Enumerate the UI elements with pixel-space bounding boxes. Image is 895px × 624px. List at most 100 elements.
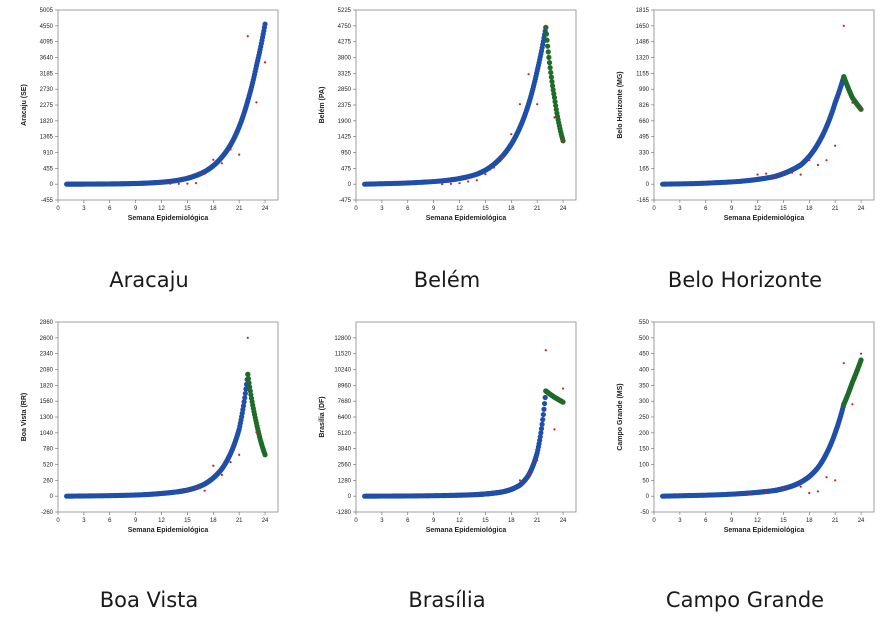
observed-point — [449, 182, 453, 185]
observed-point — [842, 24, 845, 27]
y-tick-label: 3800 — [338, 56, 352, 62]
x-axis-title: Semana Epidemiológica — [426, 215, 507, 222]
y-tick-label: 330 — [639, 151, 650, 157]
forecast-point — [543, 24, 549, 31]
y-axis-title: Belo Horizonte (MG) — [617, 71, 624, 138]
x-tick-label: 12 — [158, 206, 165, 212]
y-tick-label: 0 — [348, 182, 352, 188]
y-tick-label: 100 — [639, 463, 650, 469]
observed-point — [527, 472, 530, 476]
forecast-point — [547, 65, 553, 71]
forecast-point — [560, 399, 566, 405]
x-tick-label: 0 — [354, 518, 358, 524]
y-tick-label: 475 — [341, 166, 352, 172]
y-tick-label: 350 — [639, 383, 650, 389]
y-tick-label: 2560 — [338, 463, 352, 469]
observed-point — [790, 171, 794, 174]
y-tick-label: 2730 — [40, 87, 54, 93]
observed-point — [561, 387, 565, 390]
observed-point — [246, 336, 249, 339]
observed-point — [859, 106, 863, 109]
x-tick-label: 15 — [184, 518, 191, 524]
y-tick-label: 2600 — [40, 336, 54, 342]
y-tick-label: 1365 — [40, 135, 54, 141]
fit-point — [541, 400, 548, 407]
fit-series — [362, 388, 549, 499]
forecast-point — [262, 452, 268, 458]
x-tick-label: 18 — [508, 518, 515, 524]
y-tick-label: 5005 — [40, 8, 54, 14]
observed-point — [859, 352, 863, 355]
observed-point — [475, 179, 478, 182]
chart-panel-campo-grande: -50 0 50 100 150 200 250 300 350 400 450 500 550 0 3 6 9… — [596, 312, 894, 624]
observed-point — [808, 159, 811, 162]
y-tick-label: 2080 — [40, 368, 54, 374]
y-tick-label: -50 — [640, 510, 649, 516]
y-tick-label: 2860 — [40, 320, 54, 326]
observed-point — [536, 103, 539, 106]
fit-point — [537, 434, 543, 440]
fit-point — [242, 395, 248, 401]
y-tick-label: 165 — [639, 166, 650, 172]
forecast-point — [858, 357, 864, 363]
observed-point — [816, 490, 820, 493]
y-tick-label: 1650 — [636, 24, 650, 30]
x-tick-label: 24 — [560, 206, 567, 212]
forecast-series — [543, 388, 566, 405]
y-tick-label: 1300 — [40, 415, 54, 421]
x-tick-label: 24 — [262, 206, 269, 212]
forecast-point — [247, 384, 253, 390]
observed-point — [467, 180, 470, 183]
observed-series — [441, 24, 565, 186]
chart-belem: -475047595014251900237528503325380042754… — [319, 8, 577, 222]
chart-panel-boa-vista: -260 0 260 520 780 1040 1300 1560 1820 2080 2340 26… — [0, 312, 298, 624]
fit-point — [241, 399, 247, 405]
y-tick-label: -1280 — [336, 510, 352, 516]
observed-point — [527, 73, 530, 76]
observed-point — [186, 488, 189, 492]
observed-point — [553, 116, 556, 119]
forecast-series — [841, 357, 864, 407]
observed-point — [765, 172, 768, 175]
fit-point — [539, 421, 545, 427]
observed-point — [756, 173, 759, 176]
city-label-aracaju: Aracaju — [109, 268, 189, 292]
plot-frame — [57, 321, 279, 513]
city-label-belem: Belém — [413, 268, 481, 292]
y-tick-label: 11520 — [335, 352, 352, 358]
x-tick-label: 21 — [534, 206, 541, 212]
fit-series — [660, 401, 847, 499]
observed-point — [782, 172, 785, 175]
x-tick-label: 9 — [432, 206, 436, 212]
observed-point — [851, 101, 854, 104]
x-tick-label: 21 — [832, 518, 839, 524]
y-tick-label: 450 — [639, 352, 650, 358]
x-tick-label: 3 — [678, 206, 682, 212]
x-tick-label: 6 — [704, 206, 708, 212]
y-tick-label: 4095 — [40, 40, 54, 46]
observed-point — [544, 349, 547, 352]
observed-point — [825, 476, 828, 479]
y-tick-label: 1815 — [636, 8, 650, 14]
observed-point — [773, 175, 776, 178]
y-tick-label: 3840 — [338, 447, 352, 453]
x-tick-label: 12 — [456, 206, 463, 212]
y-tick-label: 0 — [50, 494, 54, 500]
observed-point — [263, 61, 267, 64]
x-tick-label: 3 — [82, 518, 86, 524]
x-tick-label: 0 — [56, 206, 60, 212]
y-tick-label: 780 — [43, 447, 54, 453]
chart-boa-vista: -260026052078010401300156018202080234026… — [21, 320, 279, 534]
forecast-point — [546, 60, 553, 66]
x-tick-label: 9 — [432, 518, 436, 524]
observed-series — [747, 352, 863, 496]
y-tick-label: 950 — [341, 151, 352, 157]
x-tick-label: 6 — [108, 518, 112, 524]
fit-point — [540, 411, 546, 418]
y-tick-label: 400 — [639, 368, 650, 374]
y-tick-label: 2340 — [40, 352, 54, 358]
observed-point — [518, 479, 522, 482]
y-tick-label: 0 — [50, 182, 54, 188]
x-tick-label: 24 — [858, 206, 865, 212]
